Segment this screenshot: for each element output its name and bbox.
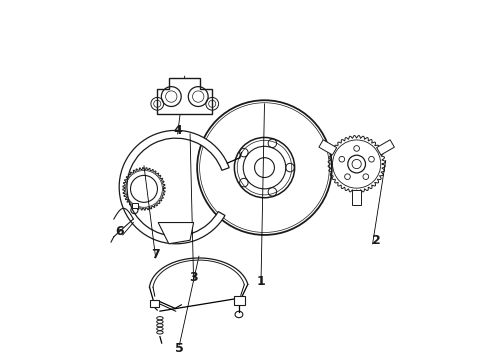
FancyBboxPatch shape [132, 203, 138, 208]
Polygon shape [158, 222, 194, 244]
Wedge shape [119, 130, 229, 244]
Polygon shape [352, 190, 361, 205]
Text: 6: 6 [115, 225, 123, 238]
Text: 4: 4 [173, 124, 182, 137]
Polygon shape [319, 140, 337, 155]
Text: 7: 7 [151, 248, 160, 261]
Text: 2: 2 [372, 234, 381, 247]
FancyBboxPatch shape [150, 300, 159, 307]
FancyBboxPatch shape [234, 296, 245, 305]
Polygon shape [377, 140, 394, 155]
Text: 3: 3 [189, 271, 198, 284]
Text: 5: 5 [175, 342, 184, 355]
Text: 1: 1 [257, 275, 265, 288]
Polygon shape [157, 78, 212, 114]
